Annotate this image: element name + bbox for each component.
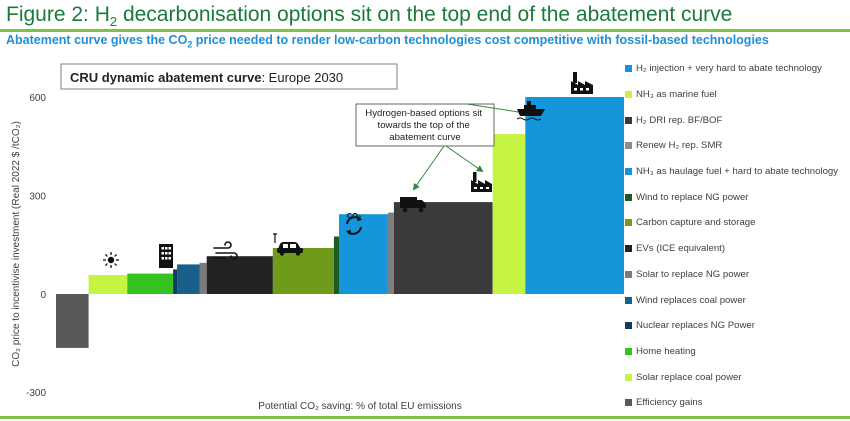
- legend-label: EVs (ICE equivalent): [636, 243, 726, 255]
- legend-item: Wind to replace NG power: [625, 184, 847, 210]
- y-tick-label: 600: [29, 93, 46, 104]
- legend-swatch: [625, 142, 632, 150]
- chart-legend: H₂ injection + very hard to abate techno…: [625, 56, 847, 416]
- legend-swatch: [625, 296, 632, 304]
- legend-item: Efficiency gains: [625, 390, 847, 416]
- title-divider: [0, 29, 850, 32]
- annotation-text: Hydrogen-based options sit towards the t…: [365, 108, 484, 143]
- legend-swatch: [625, 193, 632, 201]
- legend-label: Solar replace coal power: [636, 371, 742, 383]
- bar-wind-to-replace-ng-power: [333, 236, 339, 294]
- annotation-box: [355, 103, 495, 147]
- bar-evs-ice-equivalent: [206, 256, 273, 294]
- legend-swatch: [625, 245, 632, 253]
- bar-nh-as-marine-fuel: [492, 134, 526, 294]
- legend-swatch: [625, 347, 632, 355]
- sun-icon: [103, 252, 119, 268]
- annotation-arrow-factory: [445, 145, 484, 173]
- ship-icon: [516, 101, 545, 121]
- x-axis-label: Potential CO₂ saving: % of total EU emis…: [258, 401, 461, 412]
- page-subtitle: Abatement curve gives the CO2 price need…: [6, 33, 769, 50]
- legend-label: NH₃ as haulage fuel + hard to abate tech…: [636, 166, 839, 178]
- annotation-arrow-truck: [412, 145, 445, 191]
- legend-swatch: [625, 168, 632, 176]
- legend-swatch: [625, 399, 632, 407]
- legend-label: Wind replaces coal power: [636, 294, 746, 306]
- legend-label: NH₃ as marine fuel: [636, 89, 717, 101]
- co2-icon-label: CO₂: [347, 211, 362, 220]
- legend-item: NH₃ as haulage fuel + hard to abate tech…: [625, 159, 847, 185]
- wind-icon: [213, 241, 238, 260]
- legend-swatch: [625, 373, 632, 381]
- legend-label: Carbon capture and storage: [636, 217, 756, 229]
- factory-icon: [471, 172, 492, 192]
- chart-title-box: [60, 63, 398, 90]
- truck-icon: [400, 197, 426, 213]
- legend-swatch: [625, 270, 632, 278]
- factory-icon-large: [571, 72, 593, 94]
- legend-label: Renew H₂ rep. SMR: [636, 140, 723, 152]
- legend-swatch: [625, 65, 632, 73]
- bar-efficiency-gains: [56, 294, 89, 348]
- bar-renew-h-rep-smr: [387, 212, 394, 294]
- legend-item: Nuclear replaces NG Power: [625, 313, 847, 339]
- bar-h-dri-rep-bf-bof: [393, 202, 493, 294]
- legend-item: H₂ injection + very hard to abate techno…: [625, 56, 847, 82]
- bar-solar-to-replace-ng-power: [199, 262, 207, 294]
- electric-car-icon: [273, 233, 303, 256]
- bar-wind-replaces-coal-power: [177, 264, 200, 294]
- co2-recycle-icon: CO₂: [346, 211, 362, 235]
- legend-label: Wind to replace NG power: [636, 191, 749, 203]
- legend-swatch: [625, 322, 632, 330]
- legend-swatch: [625, 219, 632, 227]
- legend-swatch: [625, 91, 632, 99]
- chart-title: CRU dynamic abatement curve: Europe 2030: [70, 70, 343, 85]
- annotation-arrow-ship: [466, 103, 527, 116]
- bottom-divider: [0, 416, 850, 419]
- legend-item: EVs (ICE equivalent): [625, 236, 847, 262]
- building-icon: [159, 244, 173, 268]
- legend-label: Solar to replace NG power: [636, 268, 750, 280]
- legend-label: Home heating: [636, 345, 696, 357]
- legend-label: H₂ injection + very hard to abate techno…: [636, 63, 822, 75]
- legend-item: H₂ DRI rep. BF/BOF: [625, 107, 847, 133]
- legend-label: Nuclear replaces NG Power: [636, 320, 755, 332]
- legend-swatch: [625, 116, 632, 124]
- legend-item: Solar replace coal power: [625, 364, 847, 390]
- legend-item: Home heating: [625, 339, 847, 365]
- bar-carbon-capture-and-storage: [272, 248, 334, 294]
- bar-h-injection-very-hard-to-abate-technology: [525, 97, 624, 294]
- bar-nuclear-replaces-ng-power: [173, 269, 178, 294]
- bar-solar-replace-coal-power: [88, 275, 128, 294]
- y-tick-label: 0: [40, 290, 46, 301]
- legend-item: NH₃ as marine fuel: [625, 82, 847, 108]
- legend-label: Efficiency gains: [636, 397, 703, 409]
- legend-item: Renew H₂ rep. SMR: [625, 133, 847, 159]
- legend-item: Carbon capture and storage: [625, 210, 847, 236]
- page-title: Figure 2: H2 decarbonisation options sit…: [6, 3, 733, 30]
- legend-label: H₂ DRI rep. BF/BOF: [636, 114, 723, 126]
- bar-home-heating: [127, 273, 174, 294]
- y-axis-label: CO₂ price to incentivise investment (Rea…: [11, 121, 22, 367]
- legend-item: Solar to replace NG power: [625, 262, 847, 288]
- y-tick-label: 300: [29, 192, 46, 203]
- bar-nh-as-haulage-fuel-hard-to-abate-technology: [339, 214, 388, 294]
- legend-item: Wind replaces coal power: [625, 287, 847, 313]
- y-tick-label: -300: [26, 388, 46, 399]
